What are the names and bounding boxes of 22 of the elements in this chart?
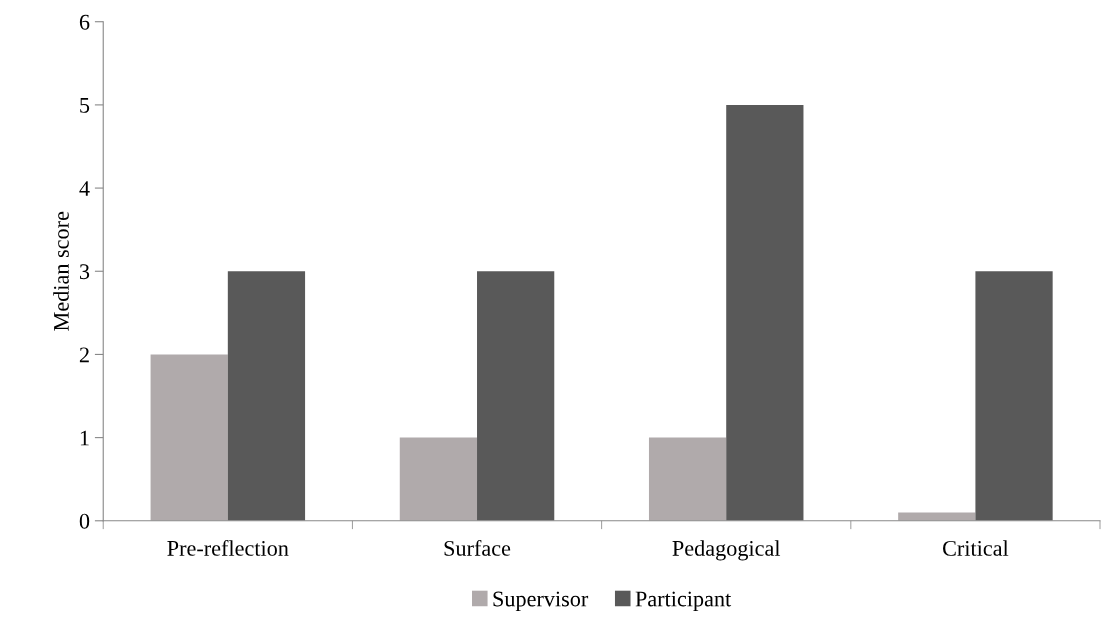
x-tick-label: Pedagogical [672,540,781,561]
bar [150,354,228,521]
y-tick-label: 3 [79,264,90,280]
bar [399,437,478,521]
y-tick-label: 4 [79,181,90,196]
bar [898,512,976,521]
y-tick-label: 2 [79,347,89,363]
y-axis-title: Median score [53,211,69,331]
x-tick-label: Pre-reflection [167,540,289,556]
bar [726,104,804,521]
legend-label: Participant [635,591,732,611]
bar [975,271,1053,521]
x-tick-label: Critical [943,540,1009,556]
y-tick-label: 5 [80,98,90,113]
x-tick-label: Surface [444,540,511,556]
y-tick-label: 1 [80,430,89,446]
y-tick-label: 0 [79,513,90,529]
y-tick-label: 6 [79,14,90,30]
bar [227,271,306,521]
bar [648,437,727,521]
bar [477,271,555,521]
legend-label: Supervisor [493,591,589,611]
